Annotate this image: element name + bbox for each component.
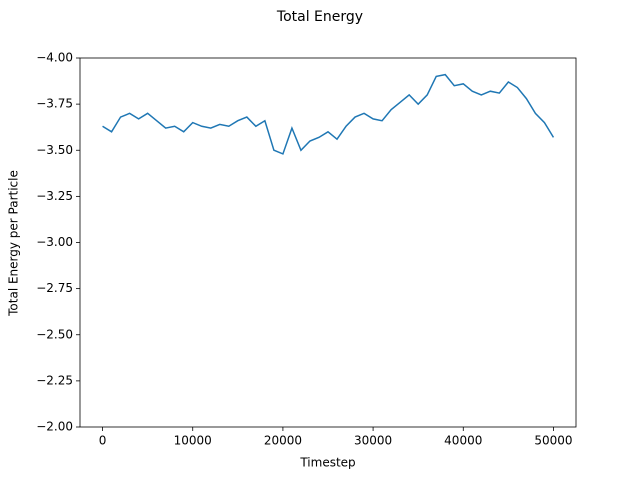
x-tick-label: 0 (99, 434, 107, 448)
x-tick-label: 20000 (264, 434, 302, 448)
x-axis-label: Timestep (299, 456, 355, 470)
y-axis-label: Total Energy per Particle (7, 170, 21, 317)
chart-title: Total Energy (276, 9, 363, 25)
x-tick-label: 50000 (534, 434, 572, 448)
y-tick-label: −2.25 (36, 373, 73, 387)
y-tick-label: −3.00 (36, 235, 73, 249)
x-tick-label: 10000 (174, 434, 212, 448)
y-tick-label: −2.50 (36, 327, 73, 341)
y-tick-label: −2.75 (36, 281, 73, 295)
plot-frame (79, 57, 577, 428)
y-tick-label: −3.75 (36, 97, 73, 111)
line (102, 73, 555, 155)
y-tick-label: −4.00 (36, 51, 73, 65)
y-tick-label: −3.50 (36, 143, 73, 157)
x-tick-label: 40000 (444, 434, 482, 448)
x-tick-label: 30000 (354, 434, 392, 448)
y-tick-label: −3.25 (36, 189, 73, 203)
y-tick-label: −2.00 (36, 420, 73, 434)
